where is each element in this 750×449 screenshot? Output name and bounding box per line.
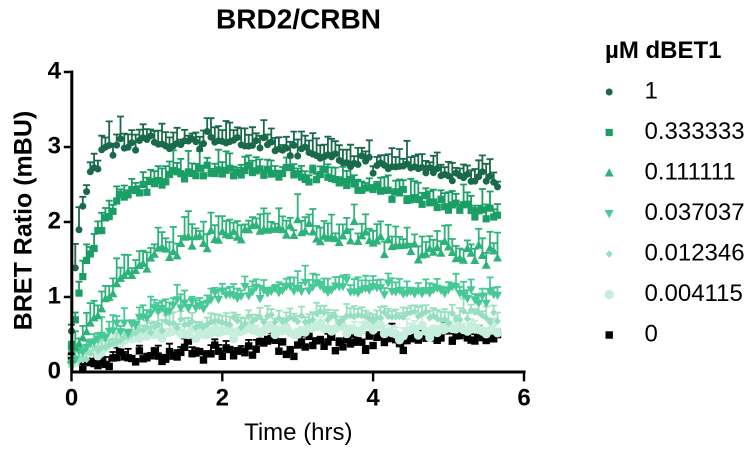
svg-text:1: 1	[48, 283, 61, 310]
svg-text:0.333333: 0.333333	[645, 118, 745, 145]
svg-text:0.037037: 0.037037	[645, 199, 745, 226]
svg-text:4: 4	[366, 385, 380, 412]
svg-text:µM dBET1: µM dBET1	[605, 37, 722, 64]
svg-text:0.111111: 0.111111	[645, 159, 736, 186]
svg-text:BRET Ratio (mBU): BRET Ratio (mBU)	[10, 111, 38, 330]
svg-text:BRD2/CRBN: BRD2/CRBN	[216, 4, 381, 35]
svg-text:2: 2	[48, 208, 61, 235]
svg-text:6: 6	[517, 385, 530, 412]
svg-text:4: 4	[48, 58, 62, 85]
svg-text:1: 1	[645, 78, 658, 105]
svg-text:0.012346: 0.012346	[645, 240, 745, 267]
svg-text:0: 0	[48, 358, 61, 385]
svg-text:Time (hrs): Time (hrs)	[244, 419, 352, 446]
svg-text:0: 0	[645, 321, 658, 348]
svg-text:2: 2	[216, 385, 229, 412]
svg-text:0: 0	[65, 385, 78, 412]
svg-text:3: 3	[48, 133, 61, 160]
svg-text:0.004115: 0.004115	[645, 280, 743, 307]
